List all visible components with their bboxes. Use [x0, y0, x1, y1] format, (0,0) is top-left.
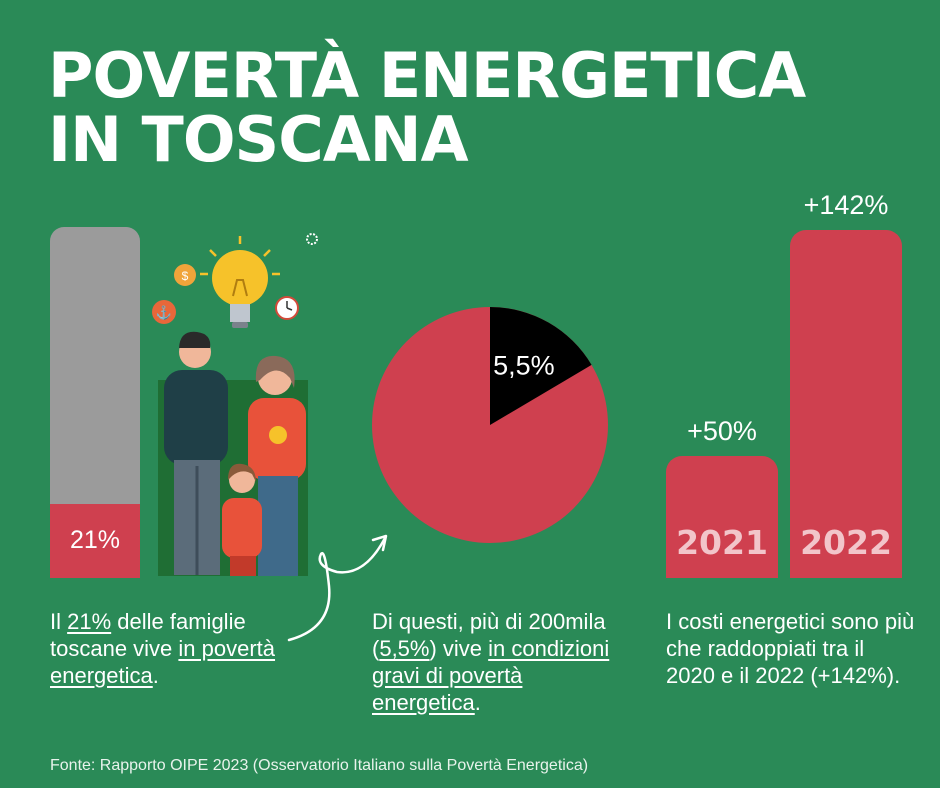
- title-line-1: POVERTÀ ENERGETICA: [48, 39, 806, 112]
- source-note: Fonte: Rapporto OIPE 2023 (Osservatorio …: [50, 757, 589, 774]
- caption-share-emphasis: in povertà energetica: [50, 636, 276, 688]
- caption-share: Il 21% delle famiglie toscane vive in po…: [50, 609, 276, 688]
- year-value-label-2022: +142%: [803, 190, 889, 220]
- caption-severe-highlight: 5,5%: [379, 636, 430, 661]
- year-bar-2021: 2021: [666, 456, 778, 578]
- lightbulb-icon: [200, 236, 280, 328]
- pie-slice-label: 5,5%: [493, 351, 555, 381]
- page-title: POVERTÀ ENERGETICA IN TOSCANA: [48, 39, 806, 176]
- clock-icon: [275, 296, 299, 320]
- curved-arrow-icon: [287, 534, 388, 642]
- caption-costs: I costi energetici sono più che raddoppi…: [666, 609, 915, 688]
- caption-severe: Di questi, più di 200mila (5,5%) vive in…: [372, 609, 610, 715]
- gear-icon: [306, 233, 318, 245]
- share-bar-fill: 21%: [50, 504, 140, 578]
- caption-share-highlight: 21%: [67, 609, 112, 634]
- year-value-label-2021: +50%: [687, 416, 757, 446]
- caption-severe-emphasis: in condizioni gravi di povertà energetic…: [372, 636, 610, 715]
- severity-pie-chart: 5,5%: [372, 307, 608, 543]
- title-line-2: IN TOSCANA: [48, 103, 469, 176]
- coin-icon: $: [174, 264, 196, 286]
- share-bar-value-label: 21%: [69, 526, 121, 554]
- share-bar: 21%: [50, 227, 140, 578]
- year-label-2021: 2021: [676, 523, 768, 562]
- year-label-2022: 2022: [800, 523, 892, 562]
- svg-text:⚓: ⚓: [156, 305, 172, 320]
- pie-slice-severe: [490, 307, 592, 425]
- year-bar-2022: 2022: [790, 230, 902, 578]
- svg-text:$: $: [182, 269, 189, 283]
- anchor-icon: ⚓: [152, 300, 176, 324]
- family-icon: $ ⚓: [152, 233, 318, 576]
